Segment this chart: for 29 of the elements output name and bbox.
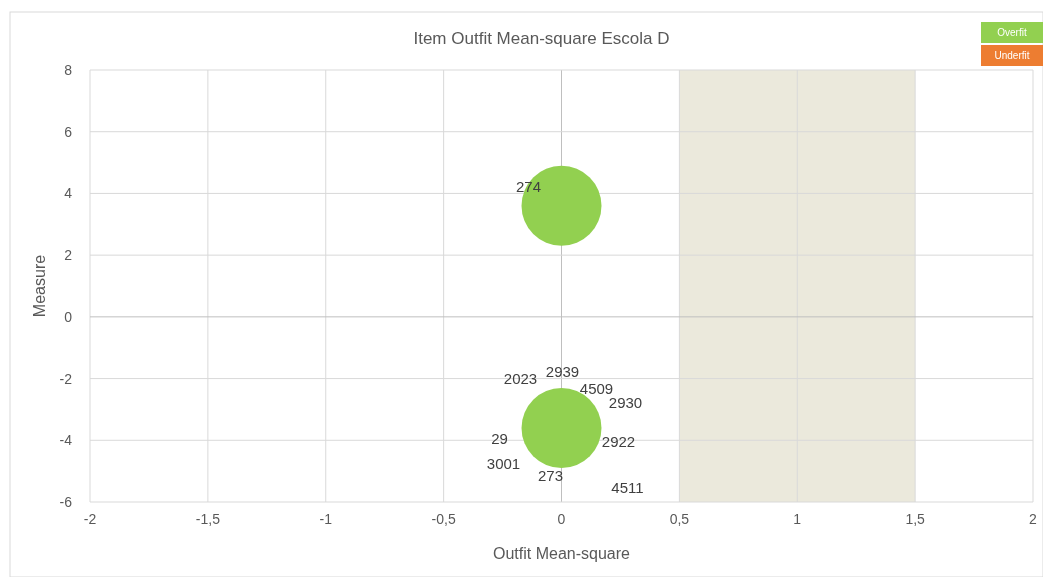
legend-label: Overfit	[997, 27, 1027, 38]
x-tick-label: 1,5	[905, 511, 926, 527]
annotation: 4511	[611, 478, 644, 496]
y-tick-label: 6	[64, 123, 73, 140]
y-tick-label: 4	[64, 185, 73, 202]
y-tick-label: -6	[59, 494, 73, 510]
y-tick-label: 8	[64, 62, 73, 78]
y-tick-label: 2	[64, 247, 73, 264]
chart-title: Item Outfit Mean-square Escola D	[413, 29, 670, 48]
x-tick-label: -1	[319, 511, 333, 527]
y-tick-label: -2	[59, 370, 73, 387]
y-tick-label: -4	[59, 432, 73, 449]
annotation: 29	[491, 429, 508, 447]
x-tick-label: -2	[83, 511, 97, 527]
annotation: 2922	[601, 432, 636, 450]
y-tick-label: 0	[64, 308, 73, 325]
x-tick-label: 1	[793, 511, 802, 527]
y-axis-title: Measure	[31, 254, 48, 318]
x-tick-label: 2	[1029, 511, 1038, 527]
annotation: 3001	[486, 454, 521, 472]
x-tick-label: -1,5	[195, 511, 221, 527]
x-tick-label: 0	[557, 511, 566, 527]
legend-label: Underfit	[994, 50, 1030, 61]
annotation: 2023	[503, 369, 538, 387]
annotation: 273	[537, 466, 564, 484]
annotation: 2939	[545, 362, 580, 380]
x-tick-label: -0,5	[431, 511, 456, 527]
x-axis-title: Outfit Mean-square	[493, 545, 631, 562]
x-tick-label: 0,5	[669, 511, 690, 527]
